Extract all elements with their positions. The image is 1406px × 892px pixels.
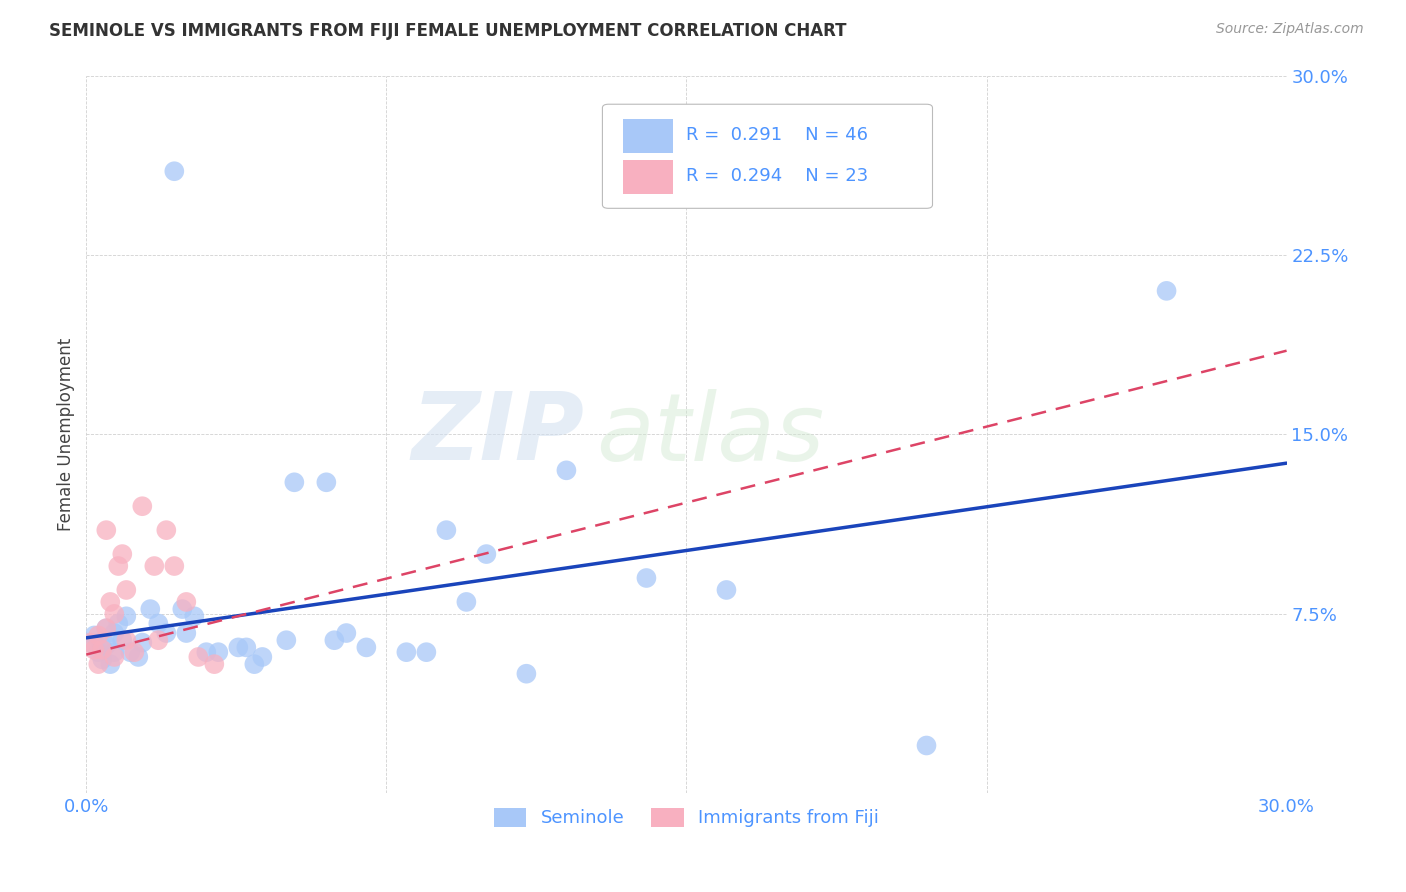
Point	[111, 633, 134, 648]
Text: Source: ZipAtlas.com: Source: ZipAtlas.com	[1216, 22, 1364, 37]
Point	[395, 645, 418, 659]
Point	[252, 650, 274, 665]
Point	[276, 633, 298, 648]
Point	[87, 645, 110, 659]
Point	[176, 595, 198, 609]
Point	[415, 645, 437, 659]
Point	[79, 635, 101, 649]
Y-axis label: Female Unemployment: Female Unemployment	[58, 338, 75, 531]
Text: R =  0.294    N = 23: R = 0.294 N = 23	[686, 167, 869, 185]
Point	[124, 645, 146, 659]
Point	[148, 616, 170, 631]
Point	[636, 571, 658, 585]
Point	[283, 475, 305, 490]
Point	[103, 650, 125, 665]
Point	[107, 616, 129, 631]
Point	[183, 609, 205, 624]
Point	[555, 463, 578, 477]
Legend: Seminole, Immigrants from Fiji: Seminole, Immigrants from Fiji	[486, 801, 886, 835]
Point	[83, 642, 105, 657]
Point	[127, 650, 149, 665]
Point	[515, 666, 537, 681]
Point	[79, 635, 101, 649]
Text: SEMINOLE VS IMMIGRANTS FROM FIJI FEMALE UNEMPLOYMENT CORRELATION CHART: SEMINOLE VS IMMIGRANTS FROM FIJI FEMALE …	[49, 22, 846, 40]
Point	[235, 640, 257, 655]
Point	[91, 652, 114, 666]
Point	[115, 609, 138, 624]
Point	[120, 645, 142, 659]
Point	[131, 500, 153, 514]
Point	[434, 523, 457, 537]
Point	[228, 640, 250, 655]
Point	[96, 621, 118, 635]
FancyBboxPatch shape	[602, 104, 932, 209]
Point	[91, 642, 114, 657]
Point	[87, 628, 110, 642]
Point	[103, 607, 125, 621]
Point	[96, 523, 118, 537]
Point	[155, 523, 177, 537]
Point	[155, 626, 177, 640]
Point	[87, 657, 110, 672]
Point	[131, 635, 153, 649]
Point	[172, 602, 194, 616]
Point	[103, 626, 125, 640]
Point	[202, 657, 225, 672]
Point	[96, 638, 118, 652]
Point	[111, 547, 134, 561]
Point	[207, 645, 229, 659]
Point	[176, 626, 198, 640]
Point	[148, 633, 170, 648]
Point	[91, 640, 114, 655]
Point	[143, 559, 166, 574]
Point	[195, 645, 218, 659]
Point	[475, 547, 498, 561]
Text: atlas: atlas	[596, 389, 825, 480]
Point	[139, 602, 162, 616]
Point	[107, 559, 129, 574]
Text: ZIP: ZIP	[412, 388, 585, 481]
Point	[315, 475, 337, 490]
Point	[115, 633, 138, 648]
Point	[356, 640, 378, 655]
FancyBboxPatch shape	[623, 160, 673, 194]
Point	[323, 633, 346, 648]
Point	[98, 595, 121, 609]
Point	[115, 582, 138, 597]
FancyBboxPatch shape	[623, 119, 673, 153]
Point	[335, 626, 357, 640]
Point	[83, 628, 105, 642]
Point	[915, 739, 938, 753]
Point	[716, 582, 738, 597]
Point	[1156, 284, 1178, 298]
Point	[163, 164, 186, 178]
Point	[456, 595, 478, 609]
Point	[243, 657, 266, 672]
Point	[163, 559, 186, 574]
Point	[187, 650, 209, 665]
Point	[98, 657, 121, 672]
Point	[96, 621, 118, 635]
Point	[103, 645, 125, 659]
Text: R =  0.291    N = 46: R = 0.291 N = 46	[686, 126, 869, 145]
